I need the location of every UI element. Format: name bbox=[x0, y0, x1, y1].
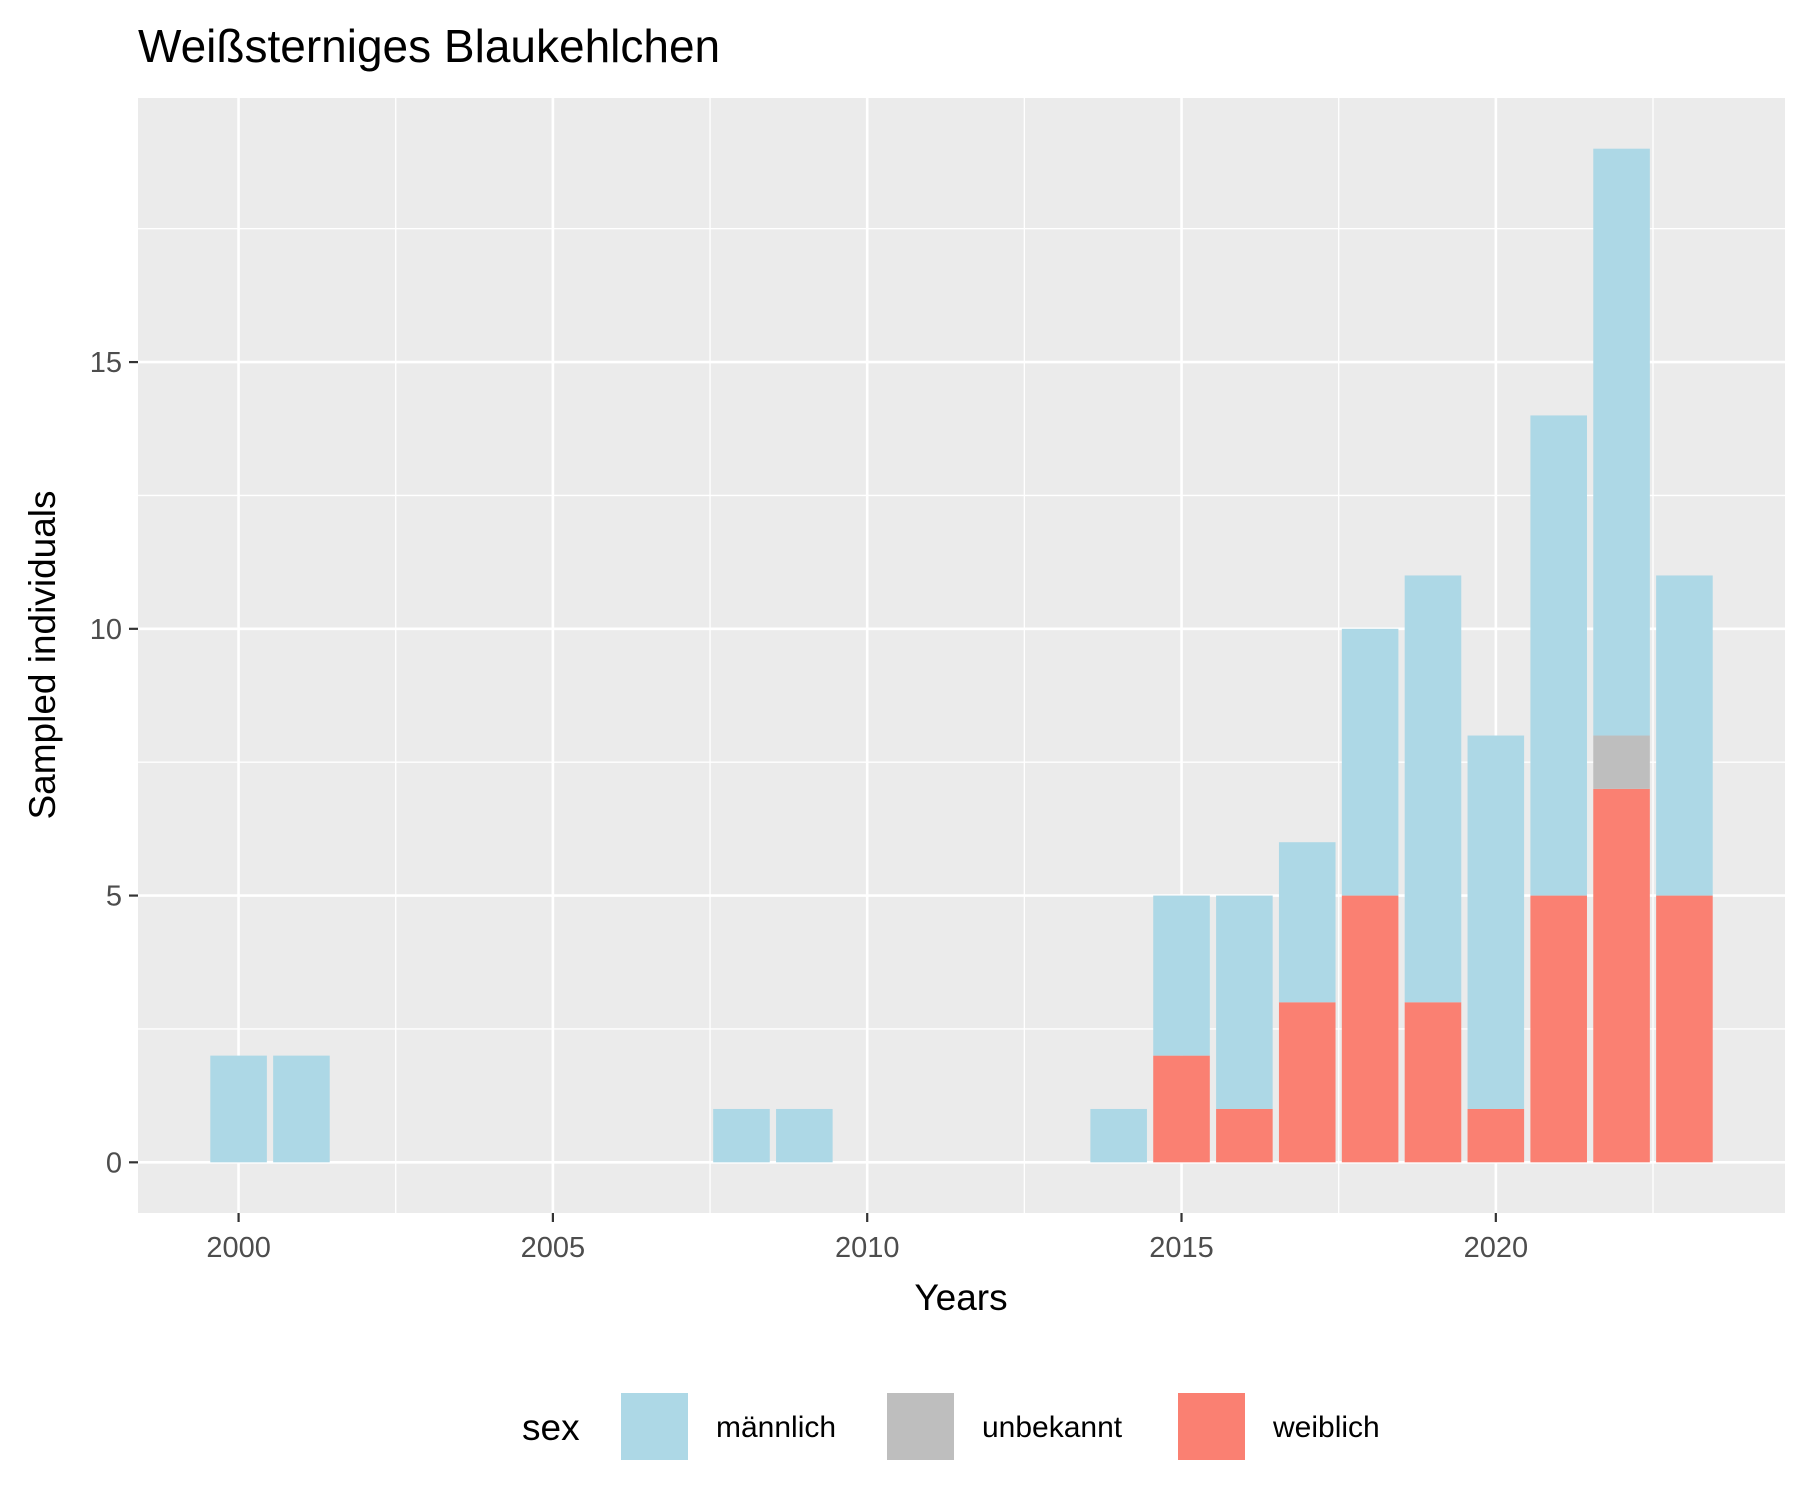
bar-segment bbox=[1530, 895, 1587, 1163]
legend-key bbox=[1176, 1391, 1247, 1462]
major-gridlines bbox=[138, 98, 1785, 1213]
chart-title: Weißsterniges Blaukehlchen bbox=[138, 20, 720, 72]
bar-segment bbox=[1593, 148, 1650, 736]
bar-segment bbox=[713, 1108, 770, 1163]
bar-segment bbox=[1404, 1002, 1462, 1163]
bar-segment bbox=[1404, 575, 1462, 1003]
legend: sex männlich unbekannt weiblich bbox=[522, 1391, 1380, 1462]
legend-key bbox=[619, 1391, 690, 1462]
bar-segment bbox=[273, 1055, 330, 1163]
bar-segment bbox=[1153, 1055, 1210, 1163]
bar-segment bbox=[1278, 842, 1336, 1003]
legend-key bbox=[885, 1391, 956, 1462]
x-tick-label: 2000 bbox=[206, 1232, 271, 1264]
bar-segment bbox=[1090, 1108, 1147, 1163]
bar-segment bbox=[776, 1108, 833, 1163]
x-tick-label: 2005 bbox=[521, 1232, 586, 1264]
legend-label: unbekannt bbox=[982, 1411, 1123, 1444]
bar-segment bbox=[1656, 575, 1713, 896]
bars bbox=[210, 148, 1713, 1163]
legend-label: männlich bbox=[716, 1411, 836, 1444]
x-tick-label: 2015 bbox=[1149, 1232, 1214, 1264]
bar-segment bbox=[1278, 1002, 1336, 1163]
y-tick-label: 15 bbox=[90, 347, 122, 379]
legend-title: sex bbox=[522, 1407, 580, 1448]
bar-segment bbox=[1593, 788, 1650, 1163]
bar-segment bbox=[1656, 895, 1713, 1163]
x-tick-label: 2020 bbox=[1464, 1232, 1529, 1264]
y-tick-label: 10 bbox=[90, 614, 122, 646]
legend-label: weiblich bbox=[1272, 1411, 1380, 1444]
bar-segment bbox=[210, 1055, 267, 1163]
y-tick-label: 5 bbox=[106, 881, 122, 913]
bar-segment bbox=[1530, 415, 1587, 896]
bar-segment bbox=[1341, 628, 1399, 896]
x-tick-label: 2010 bbox=[835, 1232, 900, 1264]
bar-segment bbox=[1216, 895, 1273, 1109]
y-axis: 0 5 10 15 bbox=[90, 347, 138, 1179]
bar-segment bbox=[1467, 735, 1525, 1109]
x-axis: 2000 2005 2010 2015 2020 bbox=[206, 1213, 1528, 1264]
y-tick-label: 0 bbox=[106, 1147, 122, 1179]
x-axis-title: Years bbox=[914, 1277, 1007, 1318]
bar-segment bbox=[1216, 1108, 1273, 1163]
bar-segment bbox=[1153, 895, 1210, 1056]
bar-segment bbox=[1467, 1108, 1525, 1163]
bar-segment bbox=[1593, 735, 1650, 789]
y-axis-title: Sampled individuals bbox=[22, 490, 63, 819]
bar-segment bbox=[1341, 895, 1399, 1163]
